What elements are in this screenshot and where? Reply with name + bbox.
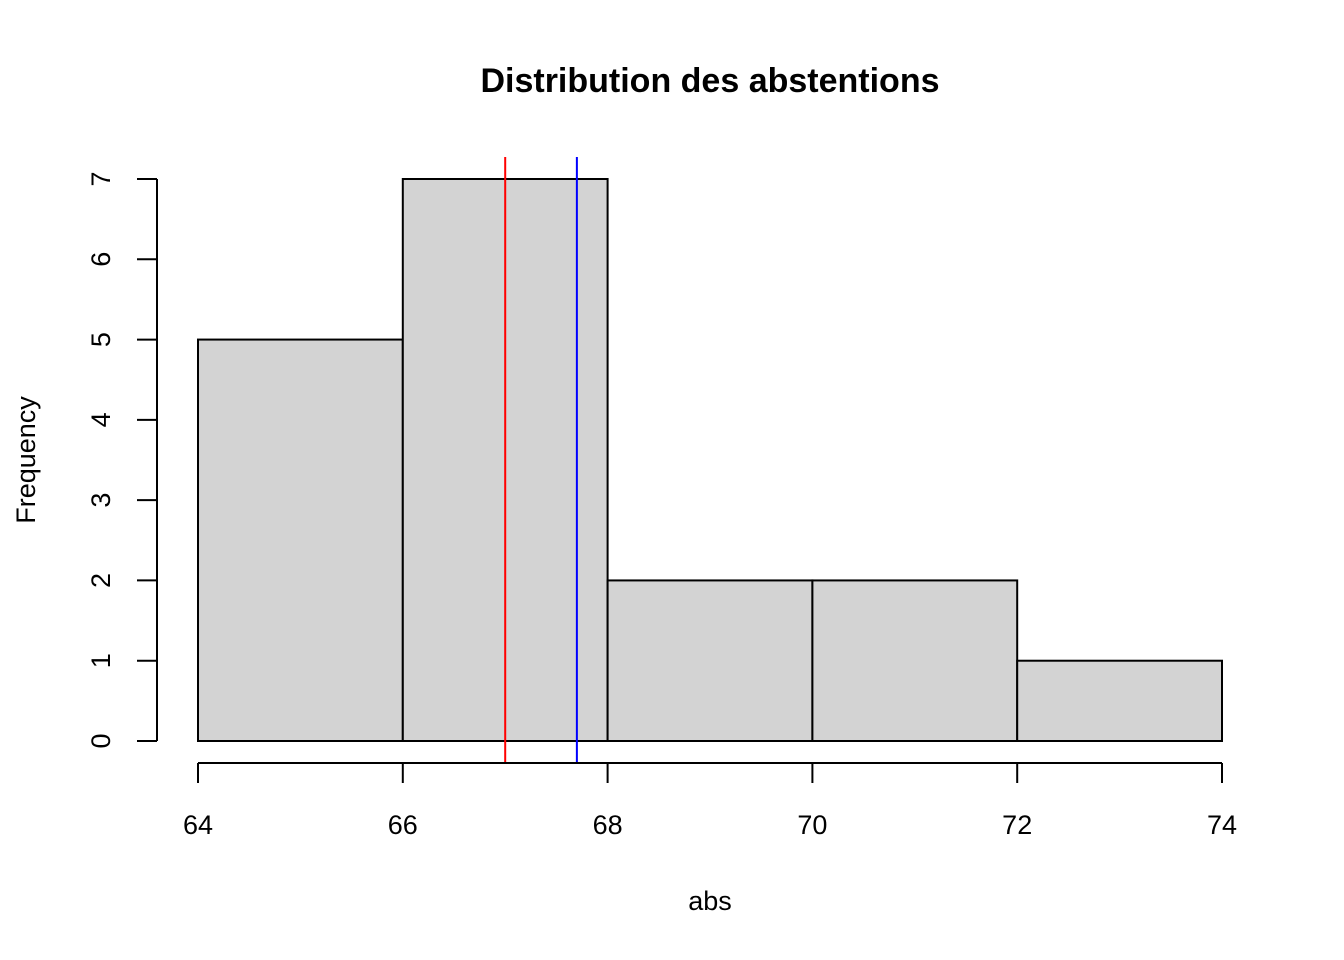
y-tick-label-7: 7 [86, 171, 116, 186]
chart-title: Distribution des abstentions [480, 62, 939, 100]
y-tick-label-5: 5 [86, 332, 116, 347]
histogram-bar-2 [606, 579, 814, 743]
x-tick-label-3: 70 [797, 810, 827, 840]
reference-lines-group [504, 157, 578, 763]
histogram-bar-3 [811, 579, 1019, 743]
y-axis: 0 1 2 3 4 5 6 7 [86, 171, 158, 749]
x-tick-label-1: 66 [388, 810, 418, 840]
x-tick-label-4: 72 [1002, 810, 1032, 840]
x-axis-label: abs [688, 886, 732, 916]
histogram-bar-0 [197, 338, 404, 742]
y-axis-label: Frequency [11, 396, 41, 524]
x-tick-label-2: 68 [593, 810, 623, 840]
y-tick-label-0: 0 [86, 733, 116, 748]
x-tick-label-0: 64 [183, 810, 213, 840]
histogram-bar-4 [1016, 659, 1224, 743]
bars-group [197, 178, 1224, 743]
y-tick-label-3: 3 [86, 493, 116, 508]
y-tick-label-6: 6 [86, 252, 116, 267]
y-tick-label-2: 2 [86, 573, 116, 588]
y-tick-label-1: 1 [86, 653, 116, 668]
y-tick-label-4: 4 [86, 412, 116, 427]
x-axis: 64 66 68 70 72 74 [183, 762, 1237, 840]
x-tick-label-5: 74 [1207, 810, 1237, 840]
